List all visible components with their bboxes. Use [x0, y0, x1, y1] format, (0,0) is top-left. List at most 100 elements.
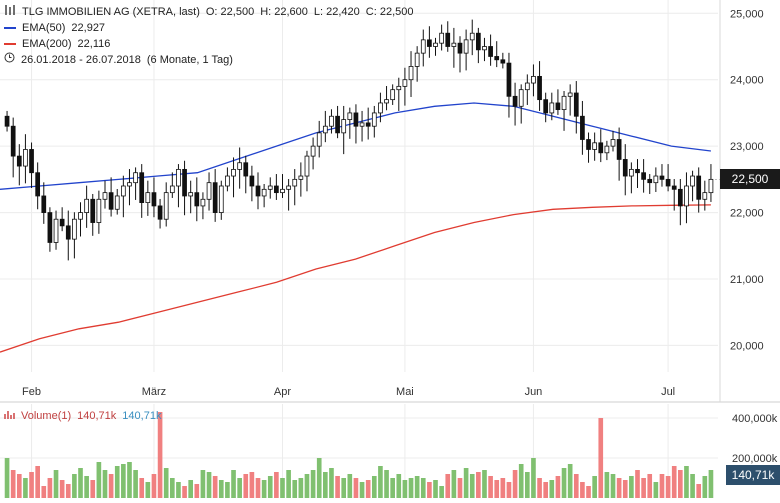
volume-bar — [384, 470, 389, 498]
candle-body — [29, 149, 34, 174]
volume-bar — [659, 474, 665, 498]
candle-body — [396, 85, 402, 91]
candle-body — [653, 175, 659, 184]
xaxis-band — [0, 372, 780, 402]
candle-body — [427, 39, 432, 47]
volume-bar — [35, 466, 40, 498]
legend-date-row: 26.01.2018 - 26.07.2018 (6 Monate, 1 Tag… — [4, 52, 413, 68]
volume-bar — [218, 480, 224, 498]
clock-icon — [4, 52, 15, 68]
candle-body — [506, 62, 512, 97]
candle-body — [53, 218, 59, 243]
candle-body — [384, 99, 389, 104]
candle-body — [616, 139, 622, 160]
candle-body — [72, 218, 77, 240]
x-tick-label: Jul — [661, 386, 675, 398]
volume-bar — [641, 478, 646, 498]
candle-body — [90, 198, 96, 223]
candle-body — [518, 89, 524, 107]
candle-body — [304, 155, 310, 177]
candle-body — [157, 205, 163, 220]
volume-bar — [145, 482, 151, 498]
volume-bar — [41, 486, 47, 498]
candle-body — [84, 198, 89, 213]
volume-bar — [445, 474, 451, 498]
volume-bar — [371, 476, 377, 498]
instrument-label: TLG IMMOBILIEN AG (XETRA, last) — [22, 6, 200, 18]
volume-bar — [353, 478, 359, 498]
volume-bar — [665, 476, 671, 498]
volume-bar — [261, 480, 267, 498]
candle-body — [708, 178, 714, 194]
candle-body — [10, 125, 16, 157]
volume-bar — [225, 482, 230, 498]
volume-bar — [323, 472, 328, 498]
candle-body — [200, 198, 206, 207]
candle-body — [23, 149, 28, 167]
volume-value-2: 140,71k — [122, 410, 162, 422]
candle-body — [567, 92, 573, 97]
chart-legend: TLG IMMOBILIEN AG (XETRA, last) O: 22,50… — [4, 4, 413, 68]
volume-bar — [316, 458, 322, 498]
volume-bar — [678, 470, 683, 498]
candle-body — [96, 198, 102, 223]
volume-bar — [359, 482, 365, 498]
volume-bar — [84, 476, 89, 498]
candle-body — [524, 82, 530, 91]
volume-bar — [684, 466, 689, 498]
ema200-swatch — [4, 43, 16, 45]
volume-bar — [616, 478, 622, 498]
volume-bar — [604, 472, 610, 498]
candle-body — [188, 192, 194, 197]
candle-body — [194, 192, 200, 207]
volume-bar — [708, 470, 714, 498]
candle-body — [592, 142, 598, 150]
candle-body — [335, 115, 340, 134]
volume-bar — [390, 478, 395, 498]
volume-bar — [249, 472, 255, 498]
volume-bar — [573, 474, 579, 498]
candle-body — [598, 142, 604, 154]
volume-bar — [292, 480, 298, 498]
volume-bar — [427, 482, 432, 498]
volume-bar — [194, 484, 200, 498]
volume-bar — [463, 468, 469, 498]
volume-bar — [286, 470, 291, 498]
candle-body — [408, 66, 414, 81]
volume-bar — [65, 484, 71, 498]
close-label: C: 22,500 — [365, 6, 414, 18]
candle-body — [677, 188, 683, 207]
volume-bar — [512, 470, 518, 498]
volume-bar — [365, 480, 371, 498]
candle-body — [249, 175, 255, 187]
candle-body — [16, 155, 22, 167]
candle-body — [261, 188, 267, 197]
candle-body — [169, 185, 175, 194]
volume-bar — [29, 472, 34, 498]
volume-bar — [255, 478, 261, 498]
volume-bar — [451, 470, 457, 498]
volume-bar — [476, 472, 481, 498]
candle-body — [573, 92, 579, 117]
y-tick-label: 21,000 — [730, 274, 764, 286]
candle-body — [316, 132, 322, 147]
candle-body — [531, 75, 536, 84]
candle-body — [310, 145, 316, 157]
volume-bar — [543, 482, 549, 498]
volume-bar — [298, 478, 304, 498]
period-note: (6 Monate, 1 Tag) — [146, 54, 233, 66]
ema200-line — [0, 204, 711, 353]
candle-body — [439, 32, 444, 44]
volume-title: Volume(1) — [21, 410, 72, 422]
volume-bar — [482, 470, 487, 498]
candle-body — [347, 112, 353, 120]
candle-body — [280, 188, 285, 194]
candle-body — [537, 75, 542, 101]
candle-body — [341, 119, 347, 134]
volume-bar — [439, 486, 444, 498]
volume-bar — [243, 474, 249, 498]
candle-body — [659, 175, 665, 180]
candle-body — [139, 172, 145, 204]
volume-bar — [341, 478, 347, 498]
candle-body — [641, 172, 646, 180]
